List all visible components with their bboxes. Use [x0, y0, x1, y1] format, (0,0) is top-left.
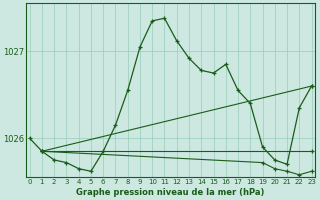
- X-axis label: Graphe pression niveau de la mer (hPa): Graphe pression niveau de la mer (hPa): [76, 188, 265, 197]
